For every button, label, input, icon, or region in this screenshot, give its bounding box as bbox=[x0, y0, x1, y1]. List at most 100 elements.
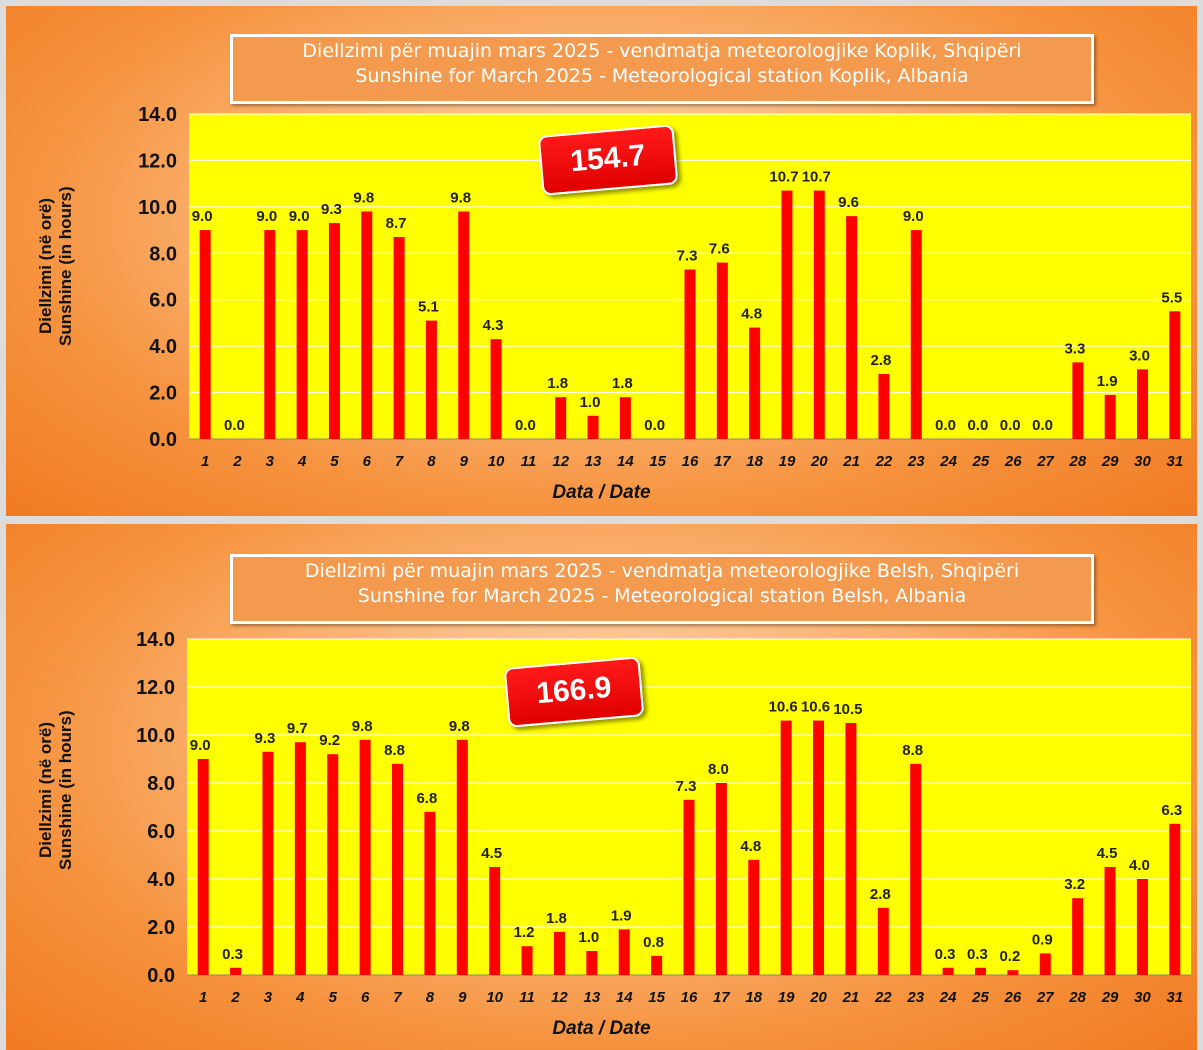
x-tick-label: 17 bbox=[713, 989, 730, 1006]
x-tick-label: 3 bbox=[264, 989, 273, 1006]
x-tick-label: 10 bbox=[488, 453, 505, 470]
data-label: 4.3 bbox=[483, 317, 504, 334]
bar-day-30 bbox=[1136, 879, 1148, 975]
bar-day-23 bbox=[910, 763, 922, 975]
data-label: 0.0 bbox=[967, 417, 988, 434]
x-tick-label: 24 bbox=[939, 989, 957, 1006]
monthly-total-badge: 154.7 bbox=[537, 124, 679, 196]
data-label: 1.9 bbox=[611, 907, 632, 924]
x-tick-label: 8 bbox=[427, 453, 436, 470]
data-label: 9.0 bbox=[192, 208, 213, 225]
bar-day-8 bbox=[424, 811, 436, 975]
x-tick-label: 28 bbox=[1068, 989, 1086, 1006]
data-label: 1.2 bbox=[514, 924, 535, 941]
data-label: 3.2 bbox=[1064, 876, 1085, 893]
data-label: 3.3 bbox=[1064, 340, 1085, 357]
data-label: 0.3 bbox=[222, 946, 243, 963]
x-tick-label: 7 bbox=[395, 453, 404, 470]
data-label: 6.8 bbox=[416, 790, 437, 807]
y-tick-label: 4.0 bbox=[149, 336, 177, 358]
data-label: 9.8 bbox=[352, 718, 373, 735]
x-tick-label: 15 bbox=[648, 989, 665, 1006]
data-label: 9.7 bbox=[287, 720, 308, 737]
bar-day-29 bbox=[1104, 867, 1116, 975]
data-label: 4.5 bbox=[481, 845, 502, 862]
data-label: 9.3 bbox=[321, 201, 342, 218]
y-tick-label: 6.0 bbox=[147, 821, 175, 843]
data-label: 0.3 bbox=[935, 946, 956, 963]
data-label: 0.8 bbox=[643, 934, 664, 951]
data-label: 8.0 bbox=[708, 761, 729, 778]
data-label: 10.7 bbox=[769, 169, 798, 186]
y-tick-label: 14.0 bbox=[138, 104, 177, 126]
bar-day-28 bbox=[1072, 362, 1084, 439]
x-tick-label: 2 bbox=[230, 989, 240, 1006]
x-tick-label: 18 bbox=[745, 989, 762, 1006]
bar-day-26 bbox=[1007, 970, 1019, 975]
x-tick-label: 31 bbox=[1166, 453, 1183, 470]
bar-day-6 bbox=[361, 211, 373, 439]
bar-day-21 bbox=[846, 216, 858, 439]
y-tick-label: 10.0 bbox=[136, 725, 175, 747]
bar-day-1 bbox=[199, 230, 211, 439]
x-tick-label: 13 bbox=[583, 989, 600, 1006]
x-tick-label: 28 bbox=[1069, 453, 1087, 470]
bar-day-5 bbox=[327, 754, 339, 975]
chart-panel-koplik: Diellzimi për muajin mars 2025 - vendmat… bbox=[6, 6, 1197, 516]
y-tick-label: 10.0 bbox=[138, 197, 177, 219]
chart-title-box: Diellzimi për muajin mars 2025 - vendmat… bbox=[230, 554, 1094, 624]
bar-day-14 bbox=[618, 929, 630, 975]
monthly-total-badge: 166.9 bbox=[503, 656, 645, 728]
y-tick-label: 0.0 bbox=[149, 429, 177, 451]
data-label: 7.3 bbox=[677, 248, 698, 265]
x-tick-label: 20 bbox=[810, 453, 828, 470]
x-tick-label: 12 bbox=[552, 453, 569, 470]
data-label: 4.5 bbox=[1097, 845, 1118, 862]
data-label: 9.2 bbox=[319, 732, 340, 749]
data-label: 10.7 bbox=[802, 169, 831, 186]
data-label: 0.0 bbox=[1032, 417, 1053, 434]
bar-day-7 bbox=[392, 763, 404, 975]
data-label: 10.6 bbox=[769, 699, 798, 716]
bar-day-2 bbox=[230, 967, 242, 975]
data-label: 1.8 bbox=[612, 375, 633, 392]
x-tick-label: 25 bbox=[971, 989, 989, 1006]
data-label: 7.3 bbox=[676, 778, 697, 795]
data-label: 1.0 bbox=[578, 929, 599, 946]
y-tick-label: 2.0 bbox=[149, 383, 177, 405]
data-label: 6.3 bbox=[1161, 802, 1182, 819]
x-tick-label: 19 bbox=[778, 989, 795, 1006]
chart-title: Diellzimi për muajin mars 2025 - vendmat… bbox=[304, 560, 1020, 582]
bar-day-3 bbox=[264, 230, 276, 439]
bar-day-19 bbox=[781, 190, 793, 439]
data-label: 1.8 bbox=[547, 375, 568, 392]
chart-title: Diellzimi për muajin mars 2025 - vendmat… bbox=[302, 40, 1022, 62]
bar-day-18 bbox=[749, 327, 761, 439]
x-tick-label: 1 bbox=[201, 453, 209, 470]
data-label: 9.0 bbox=[190, 737, 211, 754]
x-tick-label: 9 bbox=[458, 989, 467, 1006]
bar-day-16 bbox=[684, 269, 696, 439]
x-tick-label: 29 bbox=[1101, 453, 1119, 470]
x-tick-label: 21 bbox=[842, 989, 860, 1006]
x-tick-label: 23 bbox=[907, 453, 925, 470]
bar-day-17 bbox=[715, 783, 727, 975]
bar-day-4 bbox=[294, 742, 306, 975]
chart-title-box: Diellzimi për muajin mars 2025 - vendmat… bbox=[230, 34, 1094, 104]
data-label: 9.0 bbox=[289, 208, 310, 225]
x-tick-label: 16 bbox=[682, 453, 699, 470]
bar-chart-koplik: 0.02.04.06.08.010.012.014.09.010.029.039… bbox=[138, 104, 1191, 470]
x-tick-label: 18 bbox=[746, 453, 763, 470]
x-axis-label: Data / Date bbox=[552, 1018, 651, 1039]
x-tick-label: 1 bbox=[199, 989, 207, 1006]
bar-day-22 bbox=[878, 374, 890, 439]
x-tick-label: 7 bbox=[393, 989, 402, 1006]
x-tick-label: 30 bbox=[1134, 453, 1151, 470]
x-tick-label: 22 bbox=[875, 453, 893, 470]
x-tick-label: 17 bbox=[714, 453, 731, 470]
data-label: 9.3 bbox=[255, 730, 276, 747]
data-label: 8.7 bbox=[386, 215, 407, 232]
bar-day-15 bbox=[651, 955, 663, 975]
bar-day-16 bbox=[683, 799, 695, 975]
bar-day-9 bbox=[458, 211, 470, 439]
